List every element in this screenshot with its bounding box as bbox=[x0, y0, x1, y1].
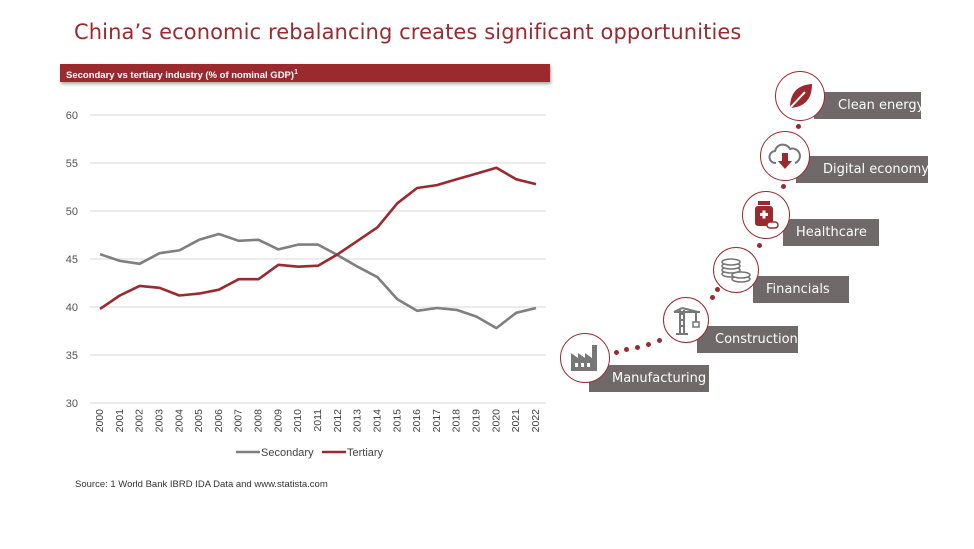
crane-icon bbox=[663, 297, 709, 343]
chart-header: Secondary vs tertiary industry (% of nom… bbox=[60, 64, 550, 82]
series-line-tertiary bbox=[99, 166, 537, 310]
legend-label-tertiary: Tertiary bbox=[347, 447, 384, 459]
path-dot bbox=[781, 184, 786, 189]
x-tick-label: 2010 bbox=[292, 409, 304, 433]
sector-label-financials: Financials bbox=[753, 276, 849, 303]
sector-label-construction: Construction bbox=[697, 326, 798, 353]
x-tick-label: 2020 bbox=[490, 409, 502, 433]
x-tick-label: 2006 bbox=[213, 409, 225, 433]
source-note: Source: 1 World Bank IBRD IDA Data and w… bbox=[75, 479, 328, 490]
path-dot bbox=[715, 287, 720, 292]
path-dot bbox=[657, 338, 662, 343]
x-tick-label: 2016 bbox=[411, 409, 423, 433]
x-tick-label: 2005 bbox=[193, 409, 205, 433]
series-line-secondary bbox=[99, 232, 537, 330]
x-tick-label: 2021 bbox=[510, 409, 522, 433]
x-tick-label: 2009 bbox=[272, 409, 284, 433]
sector-label-healthcare: Healthcare bbox=[783, 219, 879, 246]
x-tick-label: 2011 bbox=[312, 409, 324, 432]
path-dot bbox=[796, 124, 801, 129]
line-chart: 30 35 40 45 50 55 60 2000 2001 2002 2003 2004 2005 20… bbox=[66, 110, 546, 459]
x-tick-label: 2004 bbox=[173, 409, 185, 433]
x-tick-label: 2007 bbox=[233, 409, 245, 433]
x-tick-label: 2003 bbox=[153, 409, 165, 433]
coins-icon bbox=[713, 247, 759, 293]
x-tick-label: 2008 bbox=[253, 409, 265, 433]
x-tick-label: 2019 bbox=[471, 409, 483, 433]
cloud-download-icon bbox=[760, 131, 810, 181]
factory-icon bbox=[560, 333, 610, 383]
path-dot bbox=[624, 347, 629, 352]
x-tick-label: 2014 bbox=[371, 409, 383, 433]
y-tick-label: 35 bbox=[66, 350, 78, 362]
chart-header-footnote: 1 bbox=[294, 69, 298, 76]
path-dot bbox=[757, 243, 762, 248]
x-tick-label: 2017 bbox=[431, 409, 443, 433]
path-dot bbox=[614, 350, 619, 355]
path-dot bbox=[635, 345, 640, 350]
page-title: China’s economic rebalancing creates sig… bbox=[74, 20, 742, 44]
x-tick-label: 2000 bbox=[94, 409, 106, 433]
y-tick-label: 45 bbox=[66, 254, 78, 266]
leaf-icon bbox=[775, 71, 825, 121]
x-tick-label: 2022 bbox=[530, 409, 542, 433]
x-tick-label: 2002 bbox=[134, 409, 146, 433]
y-tick-label: 30 bbox=[66, 398, 78, 410]
y-tick-label: 55 bbox=[66, 158, 78, 170]
y-tick-label: 40 bbox=[66, 302, 78, 314]
y-tick-label: 60 bbox=[66, 110, 78, 122]
x-tick-label: 2001 bbox=[114, 409, 126, 433]
sector-label-clean-energy: Clean energy bbox=[814, 92, 924, 119]
path-dot bbox=[710, 295, 715, 300]
x-tick-label: 2012 bbox=[332, 409, 344, 433]
chart-header-text: Secondary vs tertiary industry (% of nom… bbox=[66, 70, 295, 82]
path-dot bbox=[646, 342, 651, 347]
y-tick-label: 50 bbox=[66, 206, 78, 218]
medicine-icon bbox=[742, 191, 790, 239]
x-tick-label: 2013 bbox=[352, 409, 364, 433]
x-tick-label: 2018 bbox=[451, 409, 463, 433]
legend-label-secondary: Secondary bbox=[261, 447, 314, 459]
sector-label-manufacturing: Manufacturing bbox=[589, 365, 709, 392]
sector-label-digital-economy: Digital economy bbox=[796, 156, 929, 183]
x-tick-label: 2015 bbox=[391, 409, 403, 433]
